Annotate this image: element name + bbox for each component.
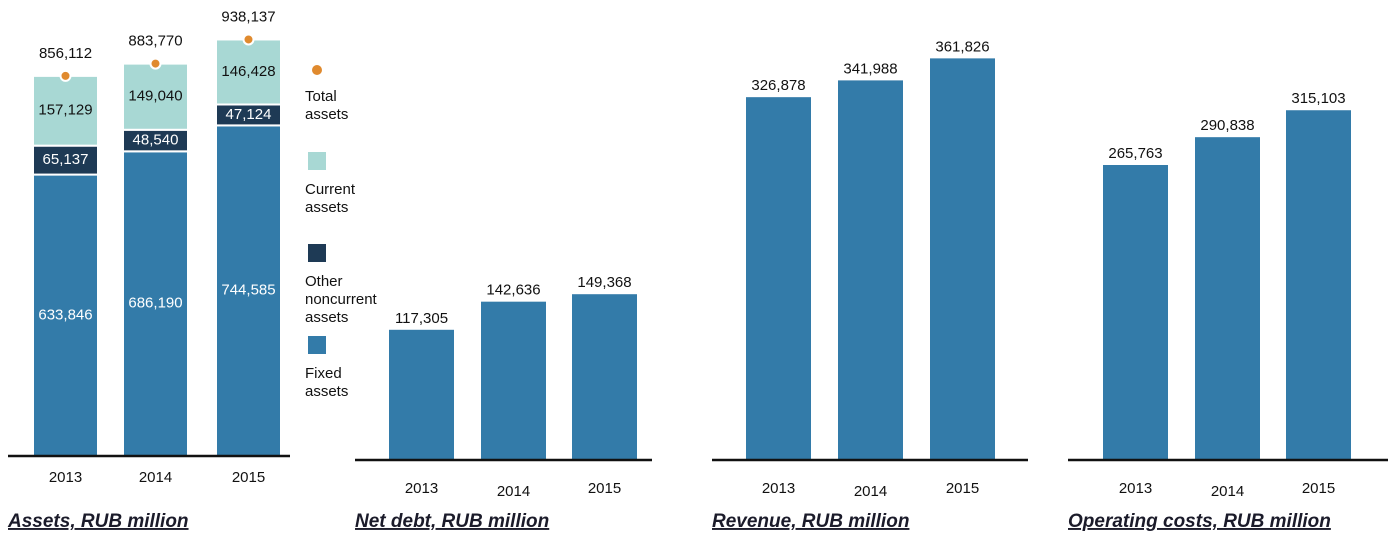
segment-label: 157,129 xyxy=(38,102,92,119)
legend-label: Total assets xyxy=(305,88,348,123)
bar xyxy=(1103,165,1168,461)
legend-swatch xyxy=(308,336,326,354)
value-label: 265,763 xyxy=(1108,145,1162,162)
x-tick-label: 2015 xyxy=(1302,480,1335,497)
x-tick-label: 2015 xyxy=(946,480,979,497)
segment-label: 146,428 xyxy=(221,63,275,80)
value-label: 290,838 xyxy=(1200,117,1254,134)
value-label: 341,988 xyxy=(843,60,897,77)
chart-title: Assets, RUB million xyxy=(7,511,189,532)
bar xyxy=(746,97,811,461)
value-label: 117,305 xyxy=(395,310,448,327)
segment-label: 149,040 xyxy=(128,88,182,105)
total-label: 856,112 xyxy=(39,45,92,62)
chart-title: Net debt, RUB million xyxy=(355,511,549,532)
segment-label: 65,137 xyxy=(43,151,89,168)
bar xyxy=(1195,137,1260,461)
bar xyxy=(930,58,995,460)
chart-title: Operating costs, RUB million xyxy=(1068,511,1331,532)
segment-label: 47,124 xyxy=(226,106,272,123)
value-label: 361,826 xyxy=(935,38,989,55)
x-tick-label: 2015 xyxy=(588,480,621,497)
bar-segment xyxy=(32,173,99,457)
x-tick-label: 2014 xyxy=(139,469,172,486)
bar-segment xyxy=(122,62,189,131)
x-tick-label: 2013 xyxy=(1119,480,1152,497)
segment-label: 686,190 xyxy=(128,295,182,312)
x-tick-label: 2014 xyxy=(497,483,530,500)
x-tick-label: 2013 xyxy=(762,480,795,497)
value-label: 149,368 xyxy=(577,274,631,291)
x-tick-label: 2013 xyxy=(405,480,438,497)
total-marker xyxy=(242,33,255,46)
bar-segment xyxy=(32,144,99,176)
bar-segment xyxy=(215,38,282,106)
bar-segment xyxy=(122,150,189,457)
legend-label: Current assets xyxy=(305,181,356,216)
legend-swatch xyxy=(308,152,326,170)
segment-label: 48,540 xyxy=(133,132,179,149)
segment-label: 633,846 xyxy=(38,306,92,323)
x-tick-label: 2014 xyxy=(854,483,887,500)
bar-segment xyxy=(32,74,99,147)
chart-title: Revenue, RUB million xyxy=(712,511,909,532)
total-label: 883,770 xyxy=(128,33,182,50)
legend-label: Fixed assets xyxy=(305,365,348,400)
bar xyxy=(838,80,903,461)
total-label: 938,137 xyxy=(221,8,275,25)
total-marker xyxy=(149,57,162,70)
segment-label: 744,585 xyxy=(221,282,275,299)
bar xyxy=(572,294,637,460)
legend-swatch xyxy=(308,244,326,262)
legend-label: Other noncurrent assets xyxy=(305,273,378,326)
bar xyxy=(481,301,546,460)
value-label: 315,103 xyxy=(1291,90,1345,107)
legend-marker xyxy=(312,65,322,75)
value-label: 142,636 xyxy=(486,282,540,299)
bar xyxy=(389,329,454,460)
x-tick-label: 2013 xyxy=(49,469,82,486)
value-label: 326,878 xyxy=(751,77,805,94)
total-marker xyxy=(59,69,72,82)
x-tick-label: 2014 xyxy=(1211,483,1244,500)
bar xyxy=(1286,110,1351,461)
x-tick-label: 2015 xyxy=(232,469,265,486)
